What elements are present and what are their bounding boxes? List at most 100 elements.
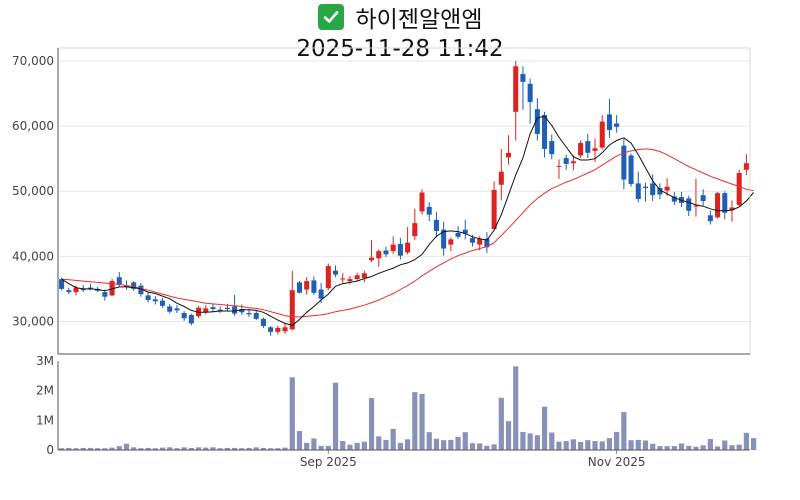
volume-bar: [441, 440, 447, 450]
volume-bar: [210, 447, 216, 450]
candle-body: [707, 215, 713, 222]
volume-bar: [95, 448, 101, 450]
volume-bar: [188, 447, 194, 450]
volume-bar: [412, 392, 418, 450]
volume-bar: [152, 448, 158, 450]
candle-body: [59, 279, 65, 289]
volume-bar: [484, 445, 490, 450]
check-mark-icon: [317, 4, 344, 30]
price-tick-label: 30,000: [12, 314, 54, 328]
volume-bar: [498, 397, 504, 450]
price-tick-label: 50,000: [12, 184, 54, 198]
candle-body: [664, 186, 670, 191]
candle-body: [729, 207, 735, 211]
candle-body: [332, 270, 339, 275]
volume-bar: [224, 447, 230, 450]
volume-bar: [621, 412, 627, 450]
candle-body: [376, 251, 382, 259]
title-row: 하이젠알앤엠: [0, 0, 800, 34]
candle-body: [585, 141, 591, 153]
volume-bar: [304, 442, 310, 450]
candle-body: [462, 229, 468, 234]
volume-bar: [664, 446, 670, 450]
volume-bar: [174, 448, 180, 450]
volume-bar: [87, 447, 94, 450]
volume-bar: [686, 445, 692, 450]
volume-bar: [340, 441, 346, 450]
volume-bar: [361, 441, 367, 450]
volume-bar: [167, 447, 173, 450]
volume-bar: [80, 447, 86, 450]
candle-body: [628, 155, 634, 185]
volume-bar: [66, 447, 72, 450]
candle-body: [282, 327, 288, 332]
volume-bar: [405, 439, 411, 450]
volume-bar: [232, 447, 238, 450]
volume-bar: [448, 439, 454, 450]
volume-bar: [563, 441, 569, 450]
candle-body: [635, 183, 641, 200]
candle-body: [73, 287, 79, 293]
volume-bar: [109, 447, 115, 450]
volume-bar: [462, 432, 468, 450]
volume-bar: [73, 448, 79, 450]
candle-body: [736, 173, 742, 205]
volume-bar: [729, 445, 735, 450]
candle-body: [289, 290, 295, 330]
volume-bar: [181, 447, 187, 450]
volume-bar: [592, 441, 598, 450]
price-tick-label: 70,000: [12, 54, 54, 68]
candle-body: [80, 288, 86, 291]
candle-body: [542, 115, 548, 149]
volume-bar: [239, 448, 245, 450]
volume-bar: [145, 447, 151, 450]
candlesticks: [59, 61, 749, 336]
volume-bar: [714, 446, 721, 450]
price-tick-label: 60,000: [12, 119, 54, 133]
candle-body: [66, 290, 72, 293]
volume-bar: [217, 448, 223, 450]
candle-body: [650, 183, 656, 196]
volume-bar: [678, 443, 685, 450]
candle-body: [578, 143, 584, 156]
candle-body: [181, 312, 187, 319]
volume-bar: [390, 428, 396, 450]
candle-body: [145, 295, 151, 300]
volume-bar: [707, 439, 713, 450]
candle-body: [325, 266, 331, 289]
volume-bar: [541, 406, 548, 450]
short-moving-average-line: [61, 115, 754, 326]
candle-body: [116, 277, 122, 285]
candle-body: [441, 229, 447, 249]
candle-body: [520, 74, 526, 82]
candle-body: [469, 238, 476, 243]
volume-tick-label: 3M: [36, 354, 54, 368]
candle-body: [419, 192, 425, 212]
volume-bar: [736, 444, 742, 450]
volume-bar: [311, 438, 317, 450]
candle-body: [556, 165, 562, 167]
volume-bar: [491, 444, 497, 450]
candle-body: [87, 287, 93, 289]
volume-bar: [419, 393, 425, 450]
volume-bar: [59, 448, 65, 450]
volume-bar: [650, 443, 656, 450]
volume-bar: [138, 448, 144, 450]
candle-body: [448, 239, 454, 245]
candle-body: [239, 309, 245, 313]
candle-body: [311, 280, 317, 293]
volume-tick-label: 0: [46, 443, 54, 457]
candle-body: [123, 285, 130, 287]
candle-body: [614, 123, 620, 127]
volume-bar: [700, 445, 706, 450]
volume-bar: [253, 447, 259, 450]
candle-body: [174, 308, 180, 311]
volume-bar: [246, 447, 252, 450]
volume-bar: [477, 443, 483, 450]
volume-bar: [203, 447, 209, 450]
candle-body: [412, 223, 418, 237]
chart-datetime: 2025-11-28 11:42: [296, 36, 504, 62]
volume-bar: [347, 444, 353, 450]
volume-bar: [585, 440, 591, 450]
